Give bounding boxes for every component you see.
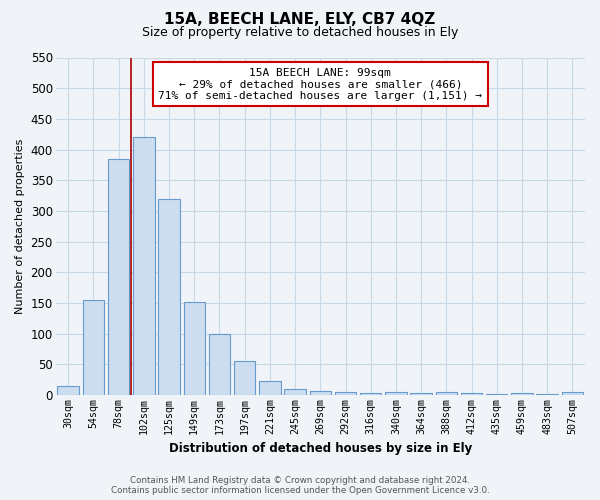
Bar	[58, 386, 79, 395]
Bar	[335, 392, 356, 395]
X-axis label: Distribution of detached houses by size in Ely: Distribution of detached houses by size …	[169, 442, 472, 455]
Bar	[284, 389, 306, 395]
Bar	[234, 361, 256, 395]
Bar	[536, 394, 558, 395]
Text: 15A BEECH LANE: 99sqm
← 29% of detached houses are smaller (466)
71% of semi-det: 15A BEECH LANE: 99sqm ← 29% of detached …	[158, 68, 482, 101]
Bar	[410, 393, 432, 395]
Bar	[385, 392, 407, 395]
Bar	[436, 392, 457, 395]
Text: Contains HM Land Registry data © Crown copyright and database right 2024.
Contai: Contains HM Land Registry data © Crown c…	[110, 476, 490, 495]
Bar	[310, 391, 331, 395]
Text: Size of property relative to detached houses in Ely: Size of property relative to detached ho…	[142, 26, 458, 39]
Bar	[133, 137, 155, 395]
Bar	[486, 394, 508, 395]
Bar	[461, 393, 482, 395]
Text: 15A, BEECH LANE, ELY, CB7 4QZ: 15A, BEECH LANE, ELY, CB7 4QZ	[164, 12, 436, 28]
Bar	[184, 302, 205, 395]
Bar	[360, 393, 382, 395]
Bar	[511, 393, 533, 395]
Bar	[259, 382, 281, 395]
Bar	[83, 300, 104, 395]
Bar	[562, 392, 583, 395]
Bar	[108, 158, 130, 395]
Bar	[209, 334, 230, 395]
Y-axis label: Number of detached properties: Number of detached properties	[15, 138, 25, 314]
Bar	[158, 198, 180, 395]
